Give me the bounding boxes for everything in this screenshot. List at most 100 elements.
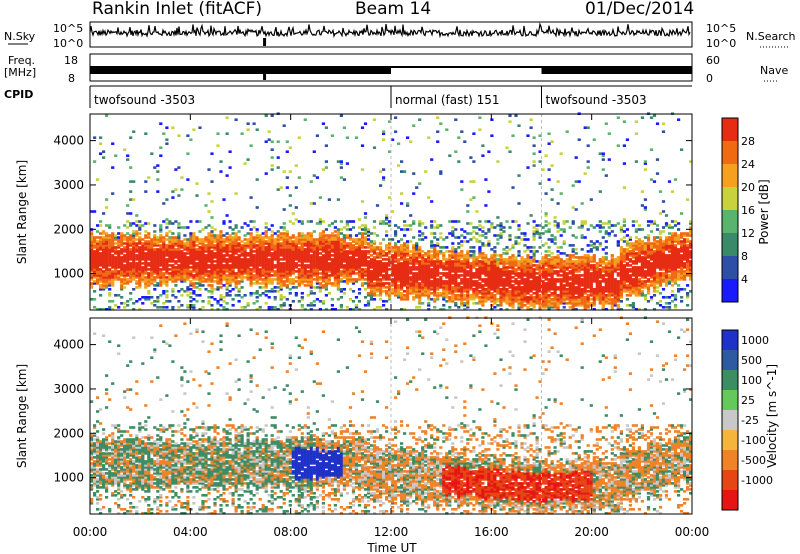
heatmap-cell xyxy=(105,242,109,245)
heatmap-cell xyxy=(288,256,292,259)
heatmap-cell xyxy=(375,278,380,281)
heatmap-cell xyxy=(592,308,596,311)
heatmap-cell xyxy=(481,286,485,289)
heatmap-cell xyxy=(385,264,389,267)
heatmap-cell xyxy=(372,246,377,249)
heatmap-cell xyxy=(550,240,554,243)
heatmap-cell xyxy=(357,252,362,255)
heatmap-cell xyxy=(439,224,443,227)
heatmap-cell xyxy=(412,172,416,175)
heatmap-cell xyxy=(348,298,353,301)
heatmap-cell xyxy=(532,252,536,255)
heatmap-cell xyxy=(418,278,422,281)
heatmap-cell xyxy=(538,134,542,137)
heatmap-cell xyxy=(529,250,533,253)
heatmap-cell xyxy=(472,262,476,265)
heatmap-cell xyxy=(231,258,235,261)
heatmap-cell xyxy=(216,242,220,245)
heatmap-cell xyxy=(397,268,401,271)
heatmap-cell xyxy=(472,160,476,163)
heatmap-cell xyxy=(297,234,301,237)
heatmap-cell xyxy=(207,302,211,305)
heatmap-cell xyxy=(520,260,524,263)
heatmap-cell xyxy=(258,244,262,247)
heatmap-cell xyxy=(288,262,292,265)
heatmap-cell xyxy=(279,274,283,277)
heatmap-cell xyxy=(111,260,115,263)
heatmap-cell xyxy=(108,272,112,275)
heatmap-cell xyxy=(111,248,115,251)
heatmap-cell xyxy=(207,254,211,257)
heatmap-cell xyxy=(466,288,470,291)
heatmap-cell xyxy=(592,138,596,141)
heatmap-cell xyxy=(294,238,298,241)
heatmap-cell xyxy=(348,228,353,231)
heatmap-cell xyxy=(261,268,265,271)
heatmap-cell xyxy=(324,242,328,245)
heatmap-cell xyxy=(406,282,410,285)
heatmap-cell xyxy=(409,258,413,261)
heatmap-cell xyxy=(348,236,353,239)
heatmap-cell xyxy=(264,226,268,229)
heatmap-cell xyxy=(165,264,169,267)
heatmap-cell xyxy=(553,238,557,241)
heatmap-cell xyxy=(159,240,163,243)
heatmap-cell xyxy=(517,228,521,231)
heatmap-cell xyxy=(228,240,232,243)
heatmap-cell xyxy=(114,256,118,259)
heatmap-cell xyxy=(186,256,190,259)
heatmap-cell xyxy=(360,254,365,257)
heatmap-cell xyxy=(303,272,307,275)
heatmap-cell xyxy=(397,142,401,145)
heatmap-cell xyxy=(126,272,130,275)
heatmap-cell xyxy=(297,276,301,279)
heatmap-cell xyxy=(598,296,602,299)
heatmap-cell xyxy=(93,266,97,269)
heatmap-cell xyxy=(228,260,232,263)
heatmap-cell xyxy=(544,282,548,285)
heatmap-cell xyxy=(496,300,500,303)
heatmap-cell xyxy=(90,242,94,245)
heatmap-cell xyxy=(553,280,557,283)
heatmap-cell xyxy=(454,228,458,231)
heatmap-cell xyxy=(225,116,229,119)
heatmap-cell xyxy=(559,274,563,277)
heatmap-cell xyxy=(460,240,464,243)
heatmap-cell xyxy=(517,250,521,253)
heatmap-cell xyxy=(129,244,133,247)
heatmap-cell xyxy=(162,240,166,243)
heatmap-cell xyxy=(442,292,446,295)
heatmap-cell xyxy=(580,224,584,227)
heatmap-cell xyxy=(333,274,337,277)
heatmap-cell xyxy=(348,268,353,271)
heatmap-cell xyxy=(532,226,536,229)
heatmap-cell xyxy=(451,292,455,295)
heatmap-cell xyxy=(451,226,455,229)
heatmap-cell xyxy=(589,224,593,227)
heatmap-cell xyxy=(403,270,407,273)
heatmap-cell xyxy=(303,242,307,245)
heatmap-cell xyxy=(565,284,569,287)
heatmap-cell xyxy=(156,178,160,181)
heatmap-cell xyxy=(216,264,220,267)
heatmap-cell xyxy=(234,240,238,243)
heatmap-cell xyxy=(406,292,410,295)
heatmap-cell xyxy=(382,264,386,267)
heatmap-cell xyxy=(141,242,145,245)
heatmap-cell xyxy=(529,270,533,273)
heatmap-cell xyxy=(391,284,395,287)
heatmap-cell xyxy=(210,180,214,183)
heatmap-cell xyxy=(484,294,488,297)
heatmap-cell xyxy=(267,260,271,263)
heatmap-cell xyxy=(487,274,491,277)
heatmap-cell xyxy=(102,280,106,283)
heatmap-cell xyxy=(526,254,530,257)
heatmap-cell xyxy=(252,264,256,267)
heatmap-cell xyxy=(93,238,97,241)
heatmap-cell xyxy=(484,270,488,273)
heatmap-cell xyxy=(240,264,244,267)
heatmap-cell xyxy=(129,180,133,183)
heatmap-cell xyxy=(363,254,368,257)
heatmap-cell xyxy=(147,274,151,277)
heatmap-cell xyxy=(195,278,199,281)
